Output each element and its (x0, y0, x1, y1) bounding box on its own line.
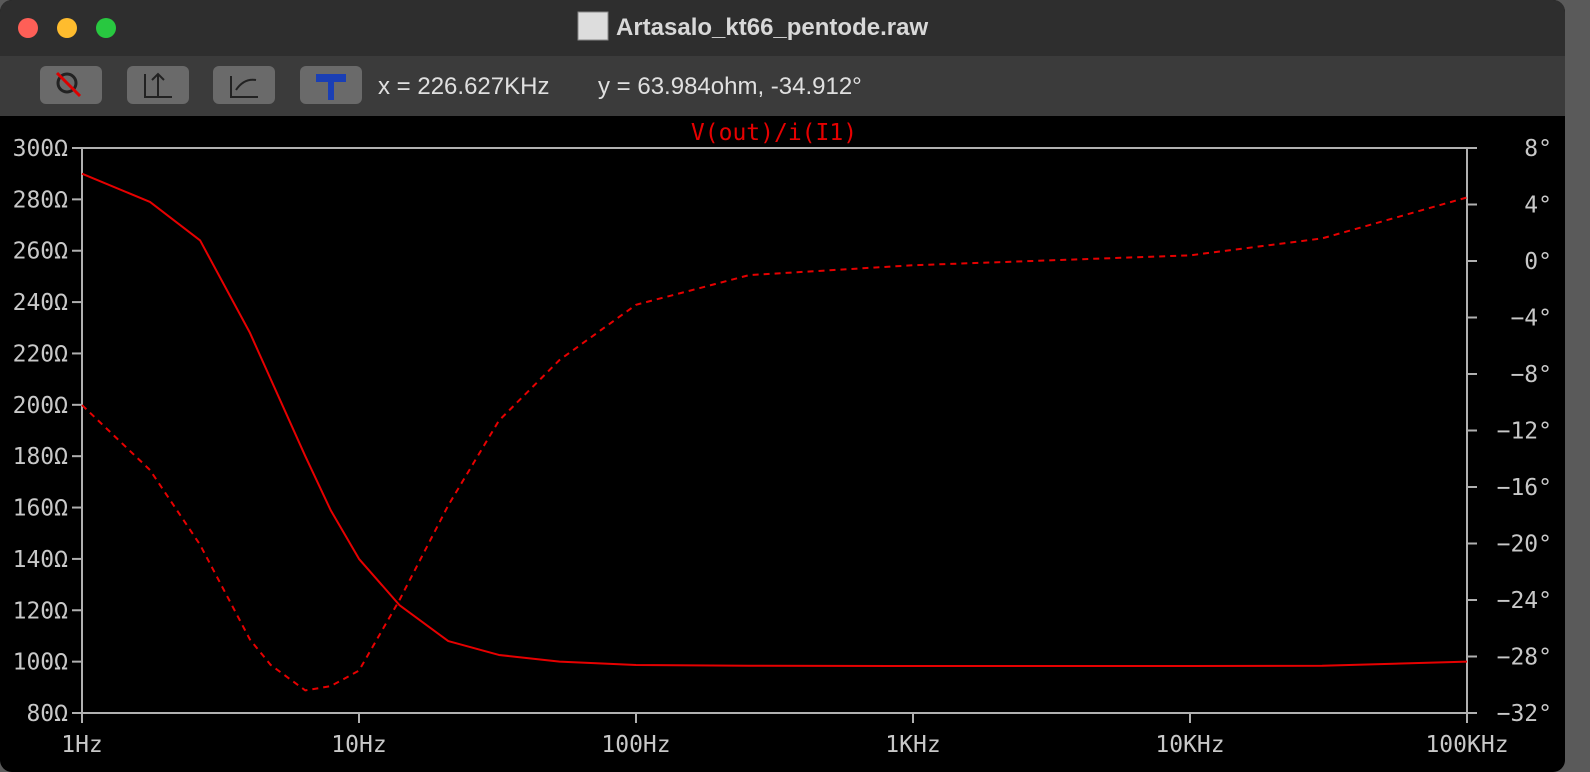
chart-title: V(out)/i(I1) (691, 120, 857, 146)
zoom-cross (55, 71, 82, 98)
y2-tick-label: −24° (1497, 588, 1552, 614)
x-tick-label: 1KHz (885, 732, 940, 758)
y2-tick-label: 0° (1524, 249, 1552, 275)
file-icon (577, 11, 609, 41)
minimize-button[interactable] (57, 18, 77, 38)
y2-tick-label: 8° (1524, 136, 1552, 162)
y-tick-label: 280Ω (13, 187, 69, 213)
y-tick-label: 240Ω (13, 290, 69, 316)
y-tick-label: 300Ω (13, 136, 69, 162)
x-tick-label: 100KHz (1425, 732, 1508, 758)
side-strip (1566, 70, 1590, 772)
autorange-icon (144, 72, 172, 98)
y2-tick-label: −28° (1497, 645, 1552, 671)
close-button[interactable] (18, 18, 38, 38)
cursor-x-readout: x = 226.627KHz (378, 73, 549, 100)
y-tick-label: 80Ω (26, 701, 68, 727)
y2-tick-label: −12° (1497, 419, 1552, 445)
y-tick-label: 100Ω (13, 650, 69, 676)
y-tick-label: 120Ω (13, 598, 69, 624)
y-tick-label: 220Ω (13, 341, 69, 367)
y-tick-label: 160Ω (13, 496, 69, 522)
y-tick-label: 140Ω (13, 547, 69, 573)
pan-icon (230, 76, 258, 98)
y-tick-label: 180Ω (13, 444, 69, 470)
y2-tick-label: 4° (1524, 193, 1552, 219)
y2-tick-label: −4° (1510, 306, 1552, 332)
cursor-y-readout: y = 63.984ohm, -34.912° (598, 73, 862, 100)
x-tick-label: 1Hz (61, 732, 103, 758)
hammer-icon (316, 74, 346, 100)
window-title: Artasalo_kt66_pentode.raw (616, 14, 928, 41)
y-tick-label: 260Ω (13, 239, 69, 265)
y2-tick-label: −20° (1497, 532, 1552, 558)
x-tick-label: 10KHz (1155, 732, 1224, 758)
y-tick-label: 200Ω (13, 393, 69, 419)
y2-tick-label: −8° (1510, 362, 1552, 388)
x-tick-label: 10Hz (331, 732, 386, 758)
y2-tick-label: −16° (1497, 475, 1552, 501)
title-bar-fill (0, 40, 1565, 56)
pan-button[interactable] (213, 66, 275, 104)
series-line (81, 172, 1468, 667)
y2-tick-label: −32° (1497, 701, 1552, 727)
zoom-icon (56, 72, 78, 94)
zoom-button[interactable] (96, 18, 116, 38)
x-tick-label: 100Hz (601, 732, 670, 758)
